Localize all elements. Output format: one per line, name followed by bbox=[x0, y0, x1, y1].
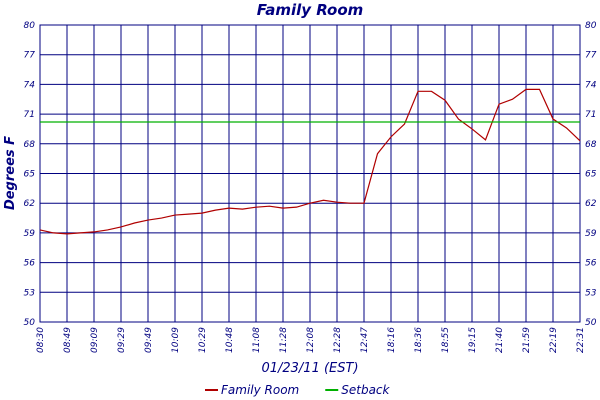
y-tick-label-right: 77 bbox=[585, 51, 597, 61]
x-axis-label: 01/23/11 (EST) bbox=[261, 361, 358, 376]
x-tick-label: 10:48 bbox=[225, 327, 235, 353]
x-tick-label: 18:55 bbox=[441, 327, 451, 353]
x-tick-label: 11:28 bbox=[279, 327, 289, 353]
y-tick-label: 62 bbox=[24, 199, 36, 209]
y-tick-label: 59 bbox=[24, 229, 36, 239]
x-tick-label: 08:30 bbox=[36, 327, 46, 353]
y-tick-label-right: 65 bbox=[585, 170, 597, 180]
x-tick-label: 11:08 bbox=[252, 327, 262, 353]
y-tick-label: 80 bbox=[24, 21, 36, 31]
y-tick-label-right: 68 bbox=[585, 140, 597, 150]
x-tick-label: 12:47 bbox=[360, 327, 370, 353]
series-line bbox=[39, 88, 581, 235]
x-tick-label: 18:36 bbox=[414, 327, 424, 353]
y-tick-label: 56 bbox=[24, 259, 36, 269]
y-tick-label-right: 80 bbox=[585, 21, 597, 31]
y-tick-label-right: 53 bbox=[585, 288, 597, 298]
y-tick-label: 50 bbox=[24, 318, 36, 328]
y-tick-label-right: 59 bbox=[585, 229, 597, 239]
legend-label: Family Room bbox=[221, 383, 299, 397]
y-tick-label-right: 62 bbox=[585, 199, 597, 209]
x-tick-label: 12:28 bbox=[333, 327, 343, 353]
x-tick-label: 10:29 bbox=[198, 327, 208, 353]
y-tick-label: 65 bbox=[24, 170, 36, 180]
y-tick-label-right: 50 bbox=[585, 318, 597, 328]
x-tick-label: 12:08 bbox=[306, 327, 316, 353]
legend-label: Setback bbox=[341, 383, 390, 397]
y-tick-label: 68 bbox=[24, 140, 36, 150]
y-tick-label: 74 bbox=[24, 80, 36, 90]
y-axis-label: Degrees F bbox=[3, 136, 18, 210]
y-tick-label-right: 71 bbox=[585, 110, 596, 120]
x-tick-label: 09:49 bbox=[144, 327, 154, 353]
y-tick-label-right: 56 bbox=[585, 259, 597, 269]
chart-title: Family Room bbox=[257, 1, 364, 19]
x-tick-label: 19:15 bbox=[468, 327, 478, 353]
x-tick-label: 22:31 bbox=[576, 327, 586, 353]
y-tick-label: 77 bbox=[24, 51, 36, 61]
x-tick-label: 22:19 bbox=[549, 327, 559, 353]
x-tick-label: 21:59 bbox=[522, 327, 532, 353]
x-tick-label: 09:09 bbox=[90, 327, 100, 353]
y-tick-label-right: 74 bbox=[585, 80, 597, 90]
y-tick-label: 53 bbox=[24, 288, 36, 298]
x-tick-label: 08:49 bbox=[63, 327, 73, 353]
x-tick-label: 09:29 bbox=[117, 327, 127, 353]
x-tick-label: 21:40 bbox=[495, 327, 505, 353]
x-tick-label: 10:09 bbox=[171, 327, 181, 353]
y-tick-label: 71 bbox=[24, 110, 35, 120]
x-tick-label: 18:16 bbox=[387, 327, 397, 353]
